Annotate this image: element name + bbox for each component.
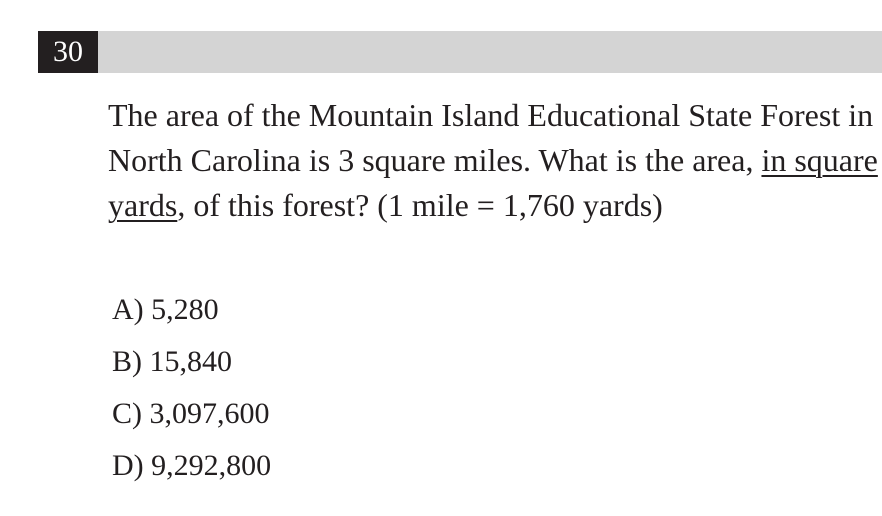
choice-value: 9,292,800 <box>151 449 272 482</box>
choice-letter: A) <box>112 293 144 326</box>
choice-value: 5,280 <box>151 293 219 326</box>
choice-value: 15,840 <box>149 345 233 378</box>
question-text-after: , of this forest? (1 mile = 1,760 yards) <box>177 187 663 223</box>
question-emphasis: in square yards <box>108 142 878 223</box>
choice-letter: B) <box>112 345 142 378</box>
choice-c[interactable]: C) 3,097,600 <box>112 396 271 448</box>
answer-choices: A) 5,280 B) 15,840 C) 3,097,600 D) 9,292… <box>112 292 271 500</box>
question-text-before: The area of the Mountain Island Educatio… <box>108 97 874 178</box>
question-text: The area of the Mountain Island Educatio… <box>108 93 878 228</box>
choice-b[interactable]: B) 15,840 <box>112 344 271 396</box>
choice-value: 3,097,600 <box>149 397 270 430</box>
choice-d[interactable]: D) 9,292,800 <box>112 448 271 500</box>
choice-a[interactable]: A) 5,280 <box>112 292 271 344</box>
question-number: 30 <box>38 31 98 73</box>
choice-letter: C) <box>112 397 142 430</box>
choice-letter: D) <box>112 449 144 482</box>
question-header-bar: 30 <box>38 31 882 73</box>
